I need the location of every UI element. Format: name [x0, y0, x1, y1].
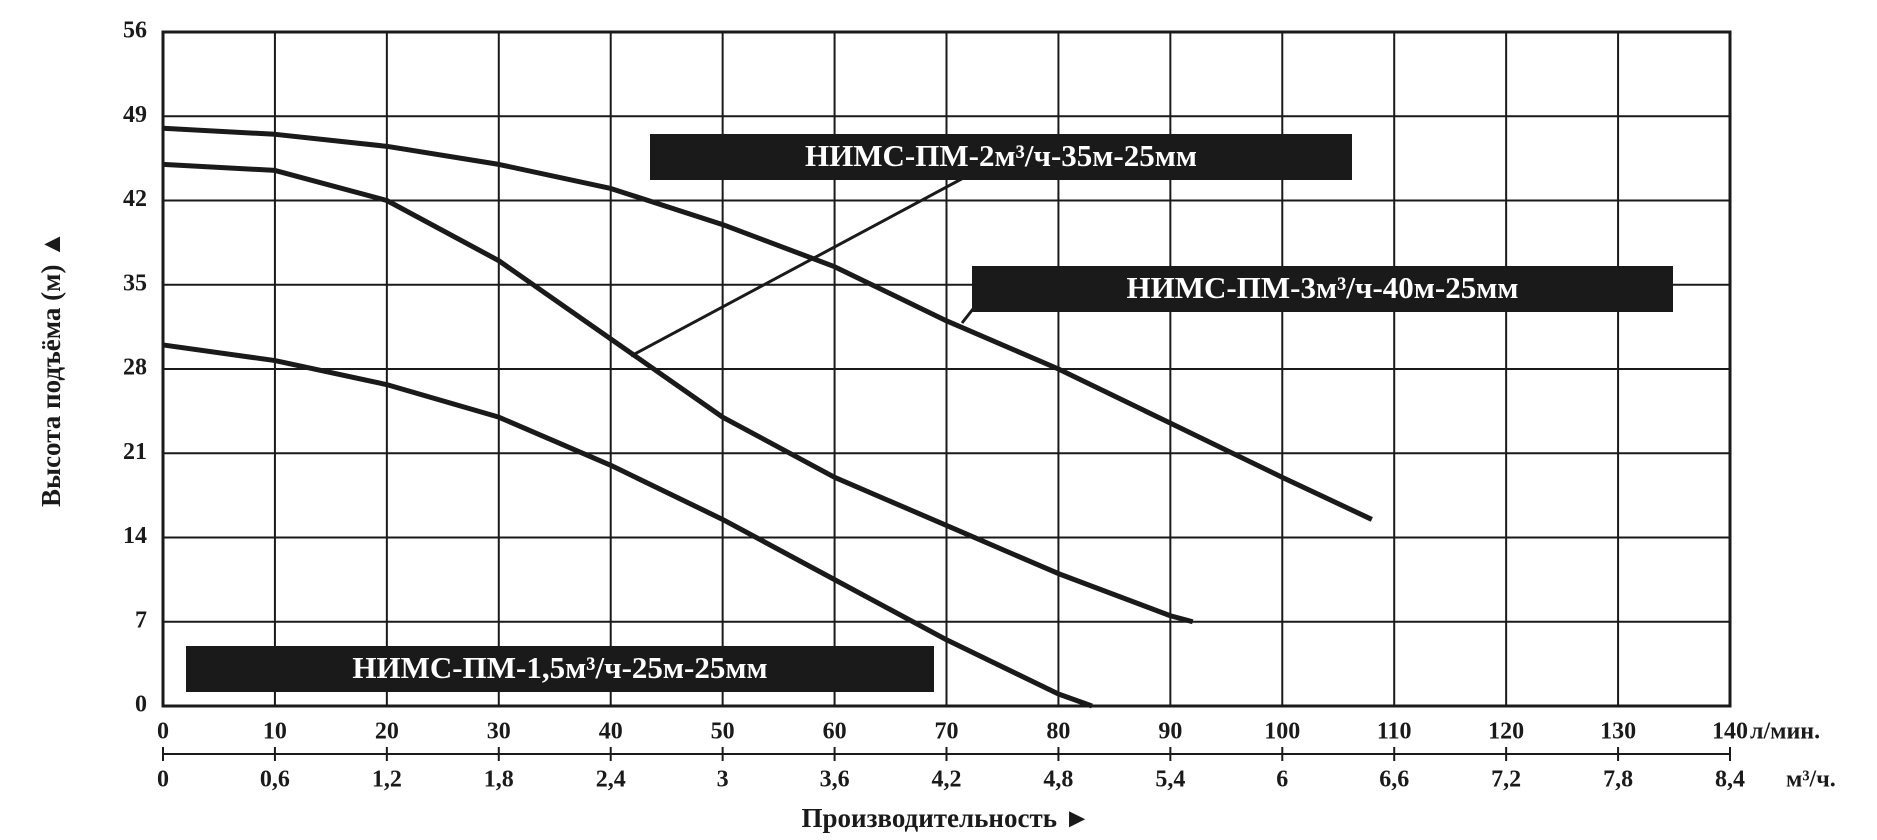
y-axis-title: Высота подъёма (м) ▲ — [36, 231, 66, 507]
x-tick-label: 60 — [823, 719, 847, 745]
x2-tick-label: 7,8 — [1603, 767, 1633, 793]
y-tick-label: 56 — [123, 18, 147, 44]
x-tick-label: 130 — [1600, 719, 1636, 745]
x-tick-label: 10 — [263, 719, 287, 745]
x2-tick-label: 1,2 — [372, 767, 402, 793]
x-tick-label: 110 — [1377, 719, 1412, 745]
x2-unit: м³/ч. — [1786, 767, 1836, 793]
x2-tick-label: 6,6 — [1379, 767, 1409, 793]
x-tick-label: 30 — [487, 719, 511, 745]
legend-box — [186, 646, 934, 692]
y-tick-label: 14 — [123, 523, 147, 549]
legend-label: НИМС-ПМ-1,5м³/ч-25м-25мм — [352, 650, 767, 685]
x2-tick-label: 4,8 — [1043, 767, 1073, 793]
x2-tick-label: 0 — [157, 767, 169, 793]
y-tick-label: 28 — [123, 355, 147, 381]
x-tick-label: 80 — [1046, 719, 1070, 745]
x2-tick-label: 8,4 — [1715, 767, 1745, 793]
legend-label: НИМС-ПМ-2м³/ч-35м-25мм — [805, 138, 1197, 173]
x-tick-label: 70 — [935, 719, 959, 745]
x-tick-label: 40 — [599, 719, 623, 745]
x2-tick-label: 3 — [717, 767, 729, 793]
legend-box — [650, 134, 1352, 180]
plot-border — [161, 30, 1732, 708]
x2-tick-label: 6 — [1276, 767, 1288, 793]
series-line — [162, 161, 1194, 625]
series-line — [162, 125, 1373, 522]
y-tick-label: 21 — [123, 439, 147, 465]
x-tick-label: 0 — [157, 719, 169, 745]
x2-tick-label: 5,4 — [1155, 767, 1185, 793]
x2-tick-label: 3,6 — [820, 767, 850, 793]
legend-box — [972, 266, 1673, 312]
y-tick-label: 42 — [123, 186, 147, 212]
x2-tick-label: 4,2 — [932, 767, 962, 793]
x2-tick-label: 0,6 — [260, 767, 290, 793]
series-line — [162, 342, 1093, 709]
x-tick-label: 20 — [375, 719, 399, 745]
x-unit: л/мин. — [1750, 719, 1820, 745]
x-tick-label: 90 — [1158, 719, 1182, 745]
x-tick-label: 140 — [1712, 719, 1748, 745]
x-tick-label: 120 — [1488, 719, 1524, 745]
x2-tick-label: 1,8 — [484, 767, 514, 793]
x-tick-label: 50 — [711, 719, 735, 745]
x-axis-title: Производительность ► — [802, 803, 1091, 833]
x-tick-label: 100 — [1264, 719, 1300, 745]
x2-tick-label: 7,2 — [1491, 767, 1521, 793]
pointer-line — [630, 166, 983, 358]
legend-label: НИМС-ПМ-3м³/ч-40м-25мм — [1127, 270, 1519, 305]
y-tick-label: 35 — [123, 270, 147, 296]
y-tick-label: 49 — [123, 102, 147, 128]
y-tick-label: 0 — [135, 692, 147, 718]
x2-tick-label: 2,4 — [596, 767, 626, 793]
y-tick-label: 7 — [135, 607, 147, 633]
